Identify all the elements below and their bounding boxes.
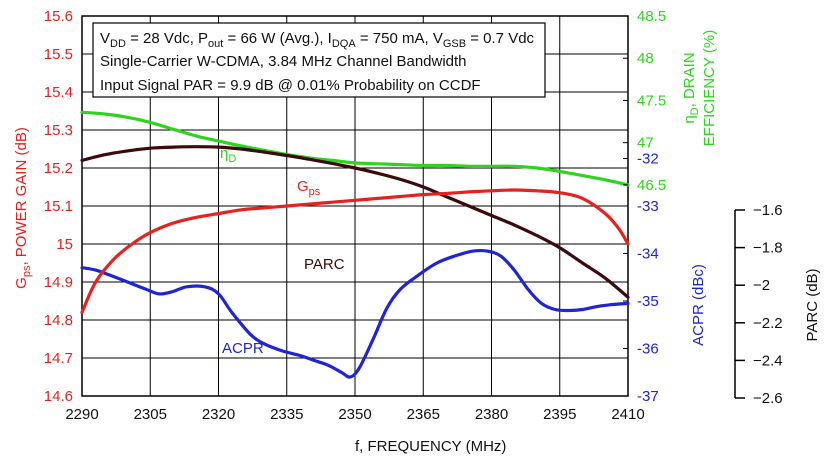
gain-tick-label: 15.1 [44,198,73,215]
series-label-gain: Gps [297,178,321,198]
efficiency-axis-title-2: EFFICIENCY (%) [701,30,718,146]
parc-tick-labels: −1.6 −1.8 −2 −2.2 −2.4 −2.6 [735,202,783,407]
series-label-efficiency: ηD [220,145,236,165]
gain-tick-label: 14.8 [44,312,73,329]
x-axis-title: f, FREQUENCY (MHz) [355,438,506,455]
x-tick-label: 2365 [407,406,440,423]
gain-tick-label: 15.2 [44,160,73,177]
parc-tick-label: −2.6 [753,390,783,407]
parc-tick-label: −2.2 [753,315,783,332]
gain-tick-label: 14.6 [44,388,73,405]
series-label-acpr: ACPR [222,340,264,357]
efficiency-tick-label: 47 [637,135,654,152]
x-tick-label: 2335 [270,406,303,423]
x-tick-label: 2380 [475,406,508,423]
x-tick-labels: 2290 2305 2320 2335 2350 2365 2380 2395 2410 [65,406,644,423]
acpr-line [80,248,630,379]
gain-tick-label: 15 [56,236,73,253]
gain-line [80,188,630,314]
acpr-tick-label: -36 [637,341,659,358]
gain-tick-label: 14.7 [44,350,73,367]
x-tick-label: 2305 [134,406,167,423]
conditions-line-2: Single-Carrier W-CDMA, 3.84 MHz Channel … [100,53,467,70]
x-tick-label: 2320 [202,406,235,423]
efficiency-tick-label: 46.5 [637,177,666,194]
gain-tick-label: 14.9 [44,274,73,291]
x-tick-label: 2290 [65,406,98,423]
parc-line [80,145,630,299]
gain-tick-label: 15.5 [44,46,73,63]
gain-tick-labels: 14.6 14.7 14.8 14.9 15 15.1 15.2 15.3 15.4 15.5 15… [44,8,73,405]
x-tick-label: 2350 [338,406,371,423]
gain-axis-title: Gps, POWER GAIN (dB) [13,127,33,289]
conditions-line-1: VDD = 28 Vdc, Pout = 66 W (Avg.), IDQA =… [100,30,535,50]
conditions-line-3: Input Signal PAR = 9.9 dB @ 0.01% Probab… [100,77,481,94]
acpr-tick-label: -34 [637,246,659,263]
acpr-tick-label: -32 [637,151,659,168]
efficiency-axis-title-1: ηD, DRAIN [681,52,701,123]
gain-tick-label: 15.4 [44,84,73,101]
parc-tick-label: −1.6 [753,202,783,219]
efficiency-tick-label: 48 [637,50,654,67]
efficiency-tick-label: 48.5 [637,8,666,25]
series-layer [80,110,630,379]
series-label-parc: PARC [304,256,345,273]
acpr-tick-labels: -32 -33 -34 -35 -36 -37 [623,151,659,405]
parc-tick-label: −1.8 [753,240,783,257]
acpr-tick-label: -35 [637,293,659,310]
parc-tick-label: −2 [753,277,770,294]
efficiency-tick-labels: 46.5 47 47.5 48 48.5 [623,8,666,194]
conditions-box [92,22,546,98]
x-tick-label: 2395 [543,406,576,423]
acpr-tick-label: -33 [637,198,659,215]
acpr-axis-title: ACPR (dBc) [690,264,707,346]
parc-tick-label: −2.4 [753,352,783,369]
gain-tick-label: 15.3 [44,122,73,139]
efficiency-line [80,110,630,187]
x-tick-label: 2410 [611,406,644,423]
acpr-tick-label: -37 [637,388,659,405]
efficiency-tick-label: 47.5 [637,92,666,109]
parc-axis-title: PARC (dB) [804,268,821,341]
gain-tick-label: 15.6 [44,8,73,25]
